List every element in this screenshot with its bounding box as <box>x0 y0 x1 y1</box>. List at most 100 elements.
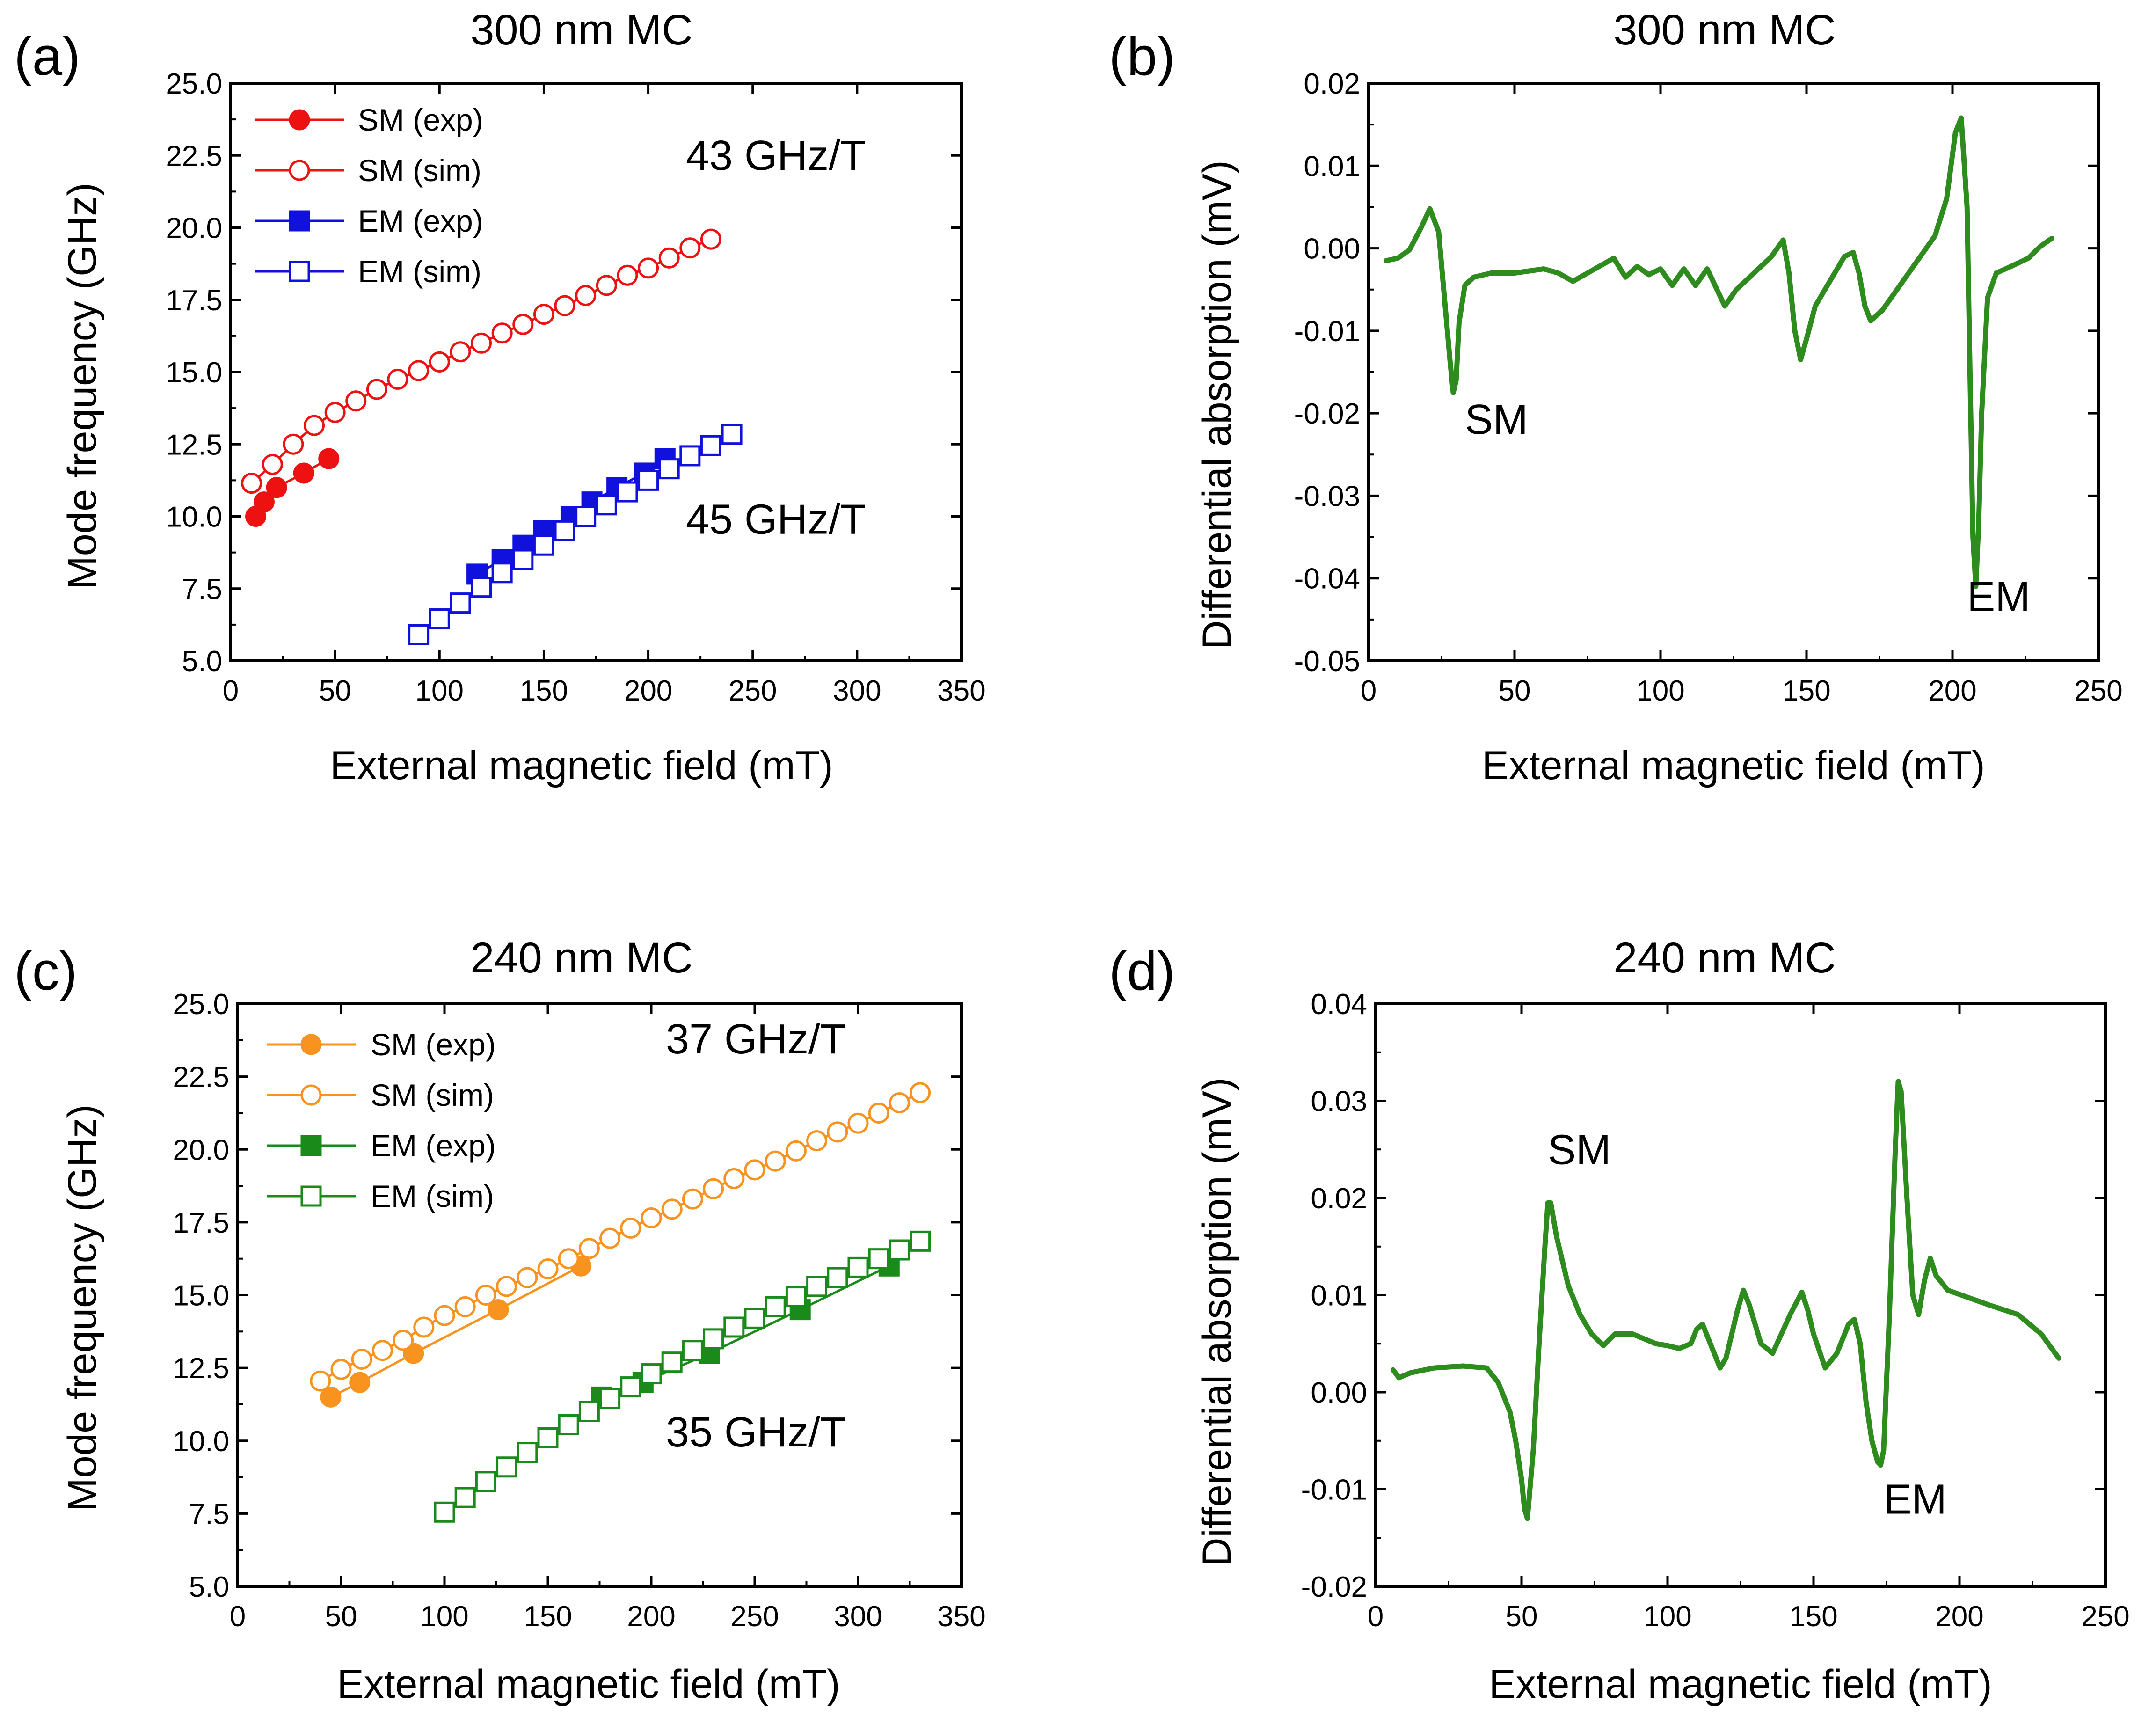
x-tick-label-a-3: 150 <box>520 675 568 707</box>
data-point-a-3-15 <box>721 424 743 445</box>
data-point-c-3-8 <box>599 1388 621 1409</box>
y-tick-label-a-2: 10.0 <box>166 501 222 533</box>
data-point-a-3-1 <box>429 608 450 630</box>
data-point-a-0-1 <box>253 491 275 513</box>
data-point-a-3-5 <box>512 549 534 570</box>
data-point-a-3-4 <box>491 562 513 584</box>
data-point-c-1-6 <box>434 1305 455 1326</box>
annotation-d-0: SM <box>1548 1126 1611 1173</box>
data-point-a-3-3 <box>471 577 492 598</box>
y-axis-title-a: Mode frequency (GHz) <box>60 183 105 590</box>
annotation-d-1: EM <box>1884 1476 1947 1523</box>
legend-swatch-a-1 <box>255 160 344 181</box>
legend-marker-c-3 <box>300 1185 322 1207</box>
data-point-c-1-15 <box>620 1217 641 1239</box>
legend-marker-c-0 <box>300 1034 322 1055</box>
data-point-c-1-13 <box>578 1238 600 1259</box>
x-tick-label-b-2: 100 <box>1636 675 1684 707</box>
annotation-a-1: 45 GHz/T <box>686 497 866 543</box>
panel-title-d: 240 nm MC <box>1613 934 1836 982</box>
legend-c: SM (exp) SM (sim) EM (exp) EM (sim) <box>267 1027 496 1213</box>
legend-label-a-3: EM (sim) <box>358 254 481 289</box>
data-point-a-1-4 <box>324 402 346 423</box>
data-point-c-1-9 <box>496 1276 517 1297</box>
series-line-b-0 <box>1383 115 2054 589</box>
data-point-c-3-2 <box>475 1471 496 1492</box>
data-point-c-1-0 <box>310 1370 331 1392</box>
y-tick-label-d-2: 0.00 <box>1311 1377 1367 1409</box>
x-tick-label-b-3: 150 <box>1782 675 1830 707</box>
data-point-a-3-12 <box>658 458 680 480</box>
x-tick-label-d-2: 100 <box>1643 1600 1691 1633</box>
data-point-c-1-21 <box>744 1159 765 1181</box>
data-point-a-1-22 <box>700 228 721 250</box>
legend-marker-a-0 <box>289 109 310 131</box>
data-point-a-1-17 <box>596 275 617 296</box>
y-tick-label-c-2: 10.0 <box>173 1425 229 1458</box>
data-point-a-3-14 <box>700 435 721 456</box>
legend-label-c-1: SM (sim) <box>371 1078 494 1112</box>
y-tick-label-a-0: 5.0 <box>182 645 222 678</box>
y-tick-label-b-6: 0.01 <box>1304 150 1360 183</box>
x-tick-label-c-1: 50 <box>325 1600 357 1633</box>
legend-label-a-0: SM (exp) <box>358 102 483 137</box>
x-tick-label-c-6: 300 <box>834 1600 882 1633</box>
data-point-c-3-22 <box>889 1239 910 1261</box>
data-point-c-1-16 <box>641 1207 662 1229</box>
y-tick-label-a-4: 15.0 <box>166 357 222 389</box>
data-point-a-1-7 <box>387 368 408 390</box>
panel-c: (c) 240 nm MC 0 50 100 150 200 250 300 350 5.0 7.… <box>14 934 986 1707</box>
data-point-c-3-9 <box>620 1376 641 1398</box>
panel-label-a: (a) <box>14 26 80 87</box>
y-tick-label-d-6: 0.04 <box>1311 988 1367 1021</box>
x-axis-title-a: External magnetic field (mT) <box>330 743 833 788</box>
data-point-c-3-12 <box>682 1340 703 1361</box>
data-point-a-1-19 <box>638 257 659 279</box>
annotation-b-1: EM <box>1967 574 2030 621</box>
legend-swatch-c-3 <box>267 1185 356 1207</box>
x-tick-label-b-1: 50 <box>1499 675 1531 707</box>
data-point-c-0-3 <box>488 1299 509 1321</box>
data-point-c-3-6 <box>558 1414 579 1436</box>
data-point-a-1-13 <box>512 314 534 335</box>
y-tick-label-c-0: 5.0 <box>189 1571 229 1603</box>
y-tick-label-c-7: 22.5 <box>173 1061 229 1094</box>
legend-swatch-a-2 <box>255 210 344 232</box>
data-point-c-3-10 <box>641 1363 662 1385</box>
y-tick-label-b-7: 0.02 <box>1304 68 1360 100</box>
annotation-c-1: 35 GHz/T <box>666 1409 846 1456</box>
data-point-c-3-15 <box>744 1308 765 1329</box>
legend-marker-a-2 <box>289 210 310 232</box>
data-point-a-3-7 <box>554 520 575 541</box>
plot-area-d: 0 50 100 150 200 250 -0.02 -0.01 0.00 0.01 0.02 0.0… <box>1301 988 2130 1633</box>
data-point-c-1-8 <box>475 1285 496 1306</box>
panel-a: (a) 300 nm MC 0 50 100 150 200 250 300 350 5.0 7.… <box>14 6 986 788</box>
data-point-c-3-3 <box>496 1456 517 1478</box>
y-tick-label-a-7: 22.5 <box>166 140 222 172</box>
data-point-a-3-8 <box>575 506 597 527</box>
data-point-c-1-10 <box>517 1267 538 1288</box>
y-tick-label-b-2: -0.03 <box>1294 480 1360 512</box>
data-point-a-1-21 <box>679 237 701 259</box>
x-tick-label-c-4: 200 <box>627 1600 675 1633</box>
data-point-a-1-0 <box>241 473 262 494</box>
x-tick-label-a-5: 250 <box>728 675 777 707</box>
y-tick-label-c-1: 7.5 <box>189 1498 229 1530</box>
data-point-a-1-18 <box>617 264 638 286</box>
panel-title-a: 300 nm MC <box>470 6 693 54</box>
x-tick-label-b-4: 200 <box>1928 675 1976 707</box>
data-point-a-3-0 <box>408 624 430 645</box>
annotation-a-0: 43 GHz/T <box>686 132 866 179</box>
data-point-c-0-1 <box>349 1372 371 1393</box>
data-point-c-3-19 <box>827 1267 848 1288</box>
y-axis-title-b: Differential absorption (mV) <box>1195 160 1239 649</box>
y-tick-label-b-1: -0.04 <box>1294 563 1360 595</box>
data-point-c-1-5 <box>413 1316 435 1338</box>
data-point-a-3-9 <box>596 494 617 516</box>
x-tick-label-d-4: 200 <box>1935 1600 1983 1633</box>
data-point-c-1-23 <box>785 1140 807 1162</box>
y-axis-title-c: Mode frequency (GHz) <box>60 1104 105 1512</box>
x-tick-label-a-0: 0 <box>223 675 239 707</box>
